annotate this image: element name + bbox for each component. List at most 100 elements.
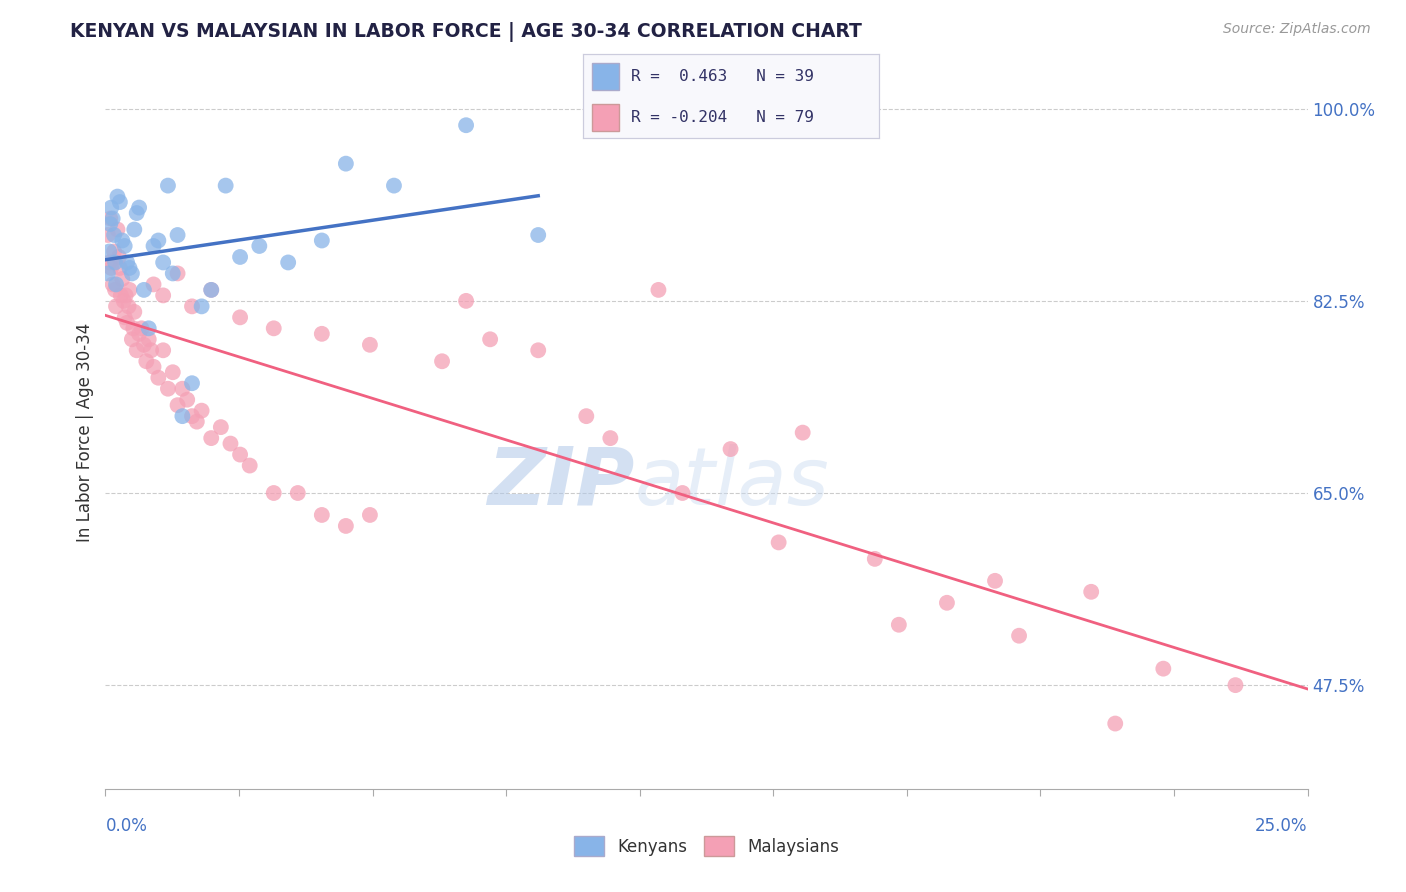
Point (138, 332, 160, 346)
Point (135, 354, 157, 368)
Point (101, 277, 124, 292)
Point (112, 293, 135, 308)
Point (527, 343, 550, 358)
Point (124, 305, 146, 319)
FancyBboxPatch shape (592, 62, 619, 90)
Point (97, 267, 120, 281)
Point (114, 239, 136, 253)
Point (107, 189, 129, 203)
Point (121, 332, 143, 346)
Point (156, 178, 179, 193)
Point (1080, 584, 1102, 599)
Point (108, 195, 131, 210)
Point (132, 283, 155, 297)
Y-axis label: In Labor Force | Age 30-34: In Labor Force | Age 30-34 (76, 323, 94, 542)
Point (311, 508, 333, 522)
Point (382, 178, 405, 193)
Point (720, 442, 742, 456)
Point (984, 574, 1007, 588)
Point (263, 486, 285, 500)
Point (181, 299, 204, 313)
Point (335, 156, 357, 170)
Point (101, 211, 124, 226)
Point (111, 272, 134, 286)
Point (117, 299, 139, 313)
Point (166, 398, 188, 412)
Point (162, 365, 184, 379)
Text: R =  0.463   N = 39: R = 0.463 N = 39 (631, 69, 814, 84)
Point (209, 420, 232, 434)
Point (181, 409, 204, 424)
FancyBboxPatch shape (592, 104, 619, 131)
Point (172, 382, 194, 396)
Point (121, 267, 143, 281)
Point (219, 436, 242, 450)
Point (936, 596, 959, 610)
Point (110, 288, 132, 302)
Point (98, 217, 121, 231)
Point (122, 321, 145, 335)
Text: atlas: atlas (634, 443, 830, 522)
Point (115, 255, 138, 269)
Point (172, 409, 194, 424)
Point (104, 283, 127, 297)
Point (162, 267, 184, 281)
Point (125, 343, 148, 358)
Point (107, 222, 129, 236)
Point (887, 617, 910, 632)
Point (263, 321, 285, 335)
Point (128, 326, 150, 341)
Point (247, 239, 270, 253)
Legend: Kenyans, Malaysians: Kenyans, Malaysians (567, 830, 846, 863)
Point (118, 283, 141, 297)
Point (359, 338, 381, 352)
Point (100, 260, 122, 275)
Point (229, 448, 252, 462)
Point (1152, 662, 1174, 676)
Point (142, 239, 165, 253)
Point (100, 201, 122, 215)
Point (1008, 629, 1031, 643)
Point (103, 227, 125, 242)
Point (148, 370, 170, 384)
Point (287, 486, 309, 500)
Point (229, 250, 252, 264)
Point (128, 201, 150, 215)
Point (176, 392, 198, 407)
Point (792, 425, 814, 440)
Point (131, 321, 153, 335)
Point (575, 409, 598, 424)
Point (138, 321, 160, 335)
Point (200, 283, 222, 297)
Point (97, 227, 120, 242)
Point (671, 486, 693, 500)
Point (142, 277, 165, 292)
Point (311, 234, 333, 248)
Point (527, 227, 550, 242)
Point (105, 277, 128, 292)
Point (200, 431, 222, 445)
Point (152, 288, 174, 302)
Point (132, 338, 155, 352)
Point (114, 288, 136, 302)
Point (479, 332, 502, 346)
Point (124, 222, 146, 236)
Point (98, 211, 121, 226)
Point (200, 283, 222, 297)
Point (152, 343, 174, 358)
Point (1104, 716, 1126, 731)
Text: R = -0.204   N = 79: R = -0.204 N = 79 (631, 111, 814, 126)
Text: 25.0%: 25.0% (1256, 817, 1308, 835)
Point (105, 299, 128, 313)
Point (125, 206, 148, 220)
Point (115, 316, 138, 330)
Text: KENYAN VS MALAYSIAN IN LABOR FORCE | AGE 30-34 CORRELATION CHART: KENYAN VS MALAYSIAN IN LABOR FORCE | AGE… (70, 22, 862, 42)
Text: Source: ZipAtlas.com: Source: ZipAtlas.com (1223, 22, 1371, 37)
Point (166, 227, 188, 242)
Point (156, 382, 179, 396)
Point (111, 234, 134, 248)
Point (430, 354, 453, 368)
Point (142, 359, 165, 374)
Point (181, 376, 204, 391)
Point (103, 244, 125, 259)
